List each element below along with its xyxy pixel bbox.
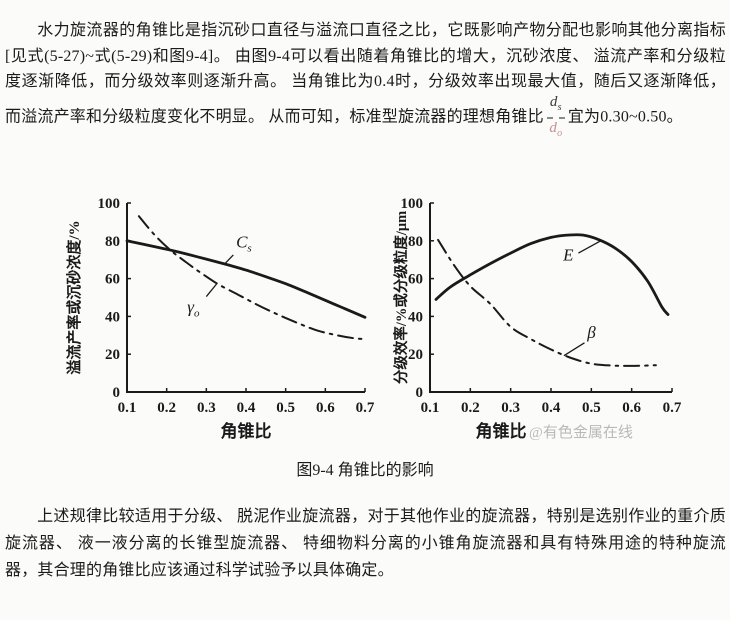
x-tick-label: 0.3 [501,400,520,416]
axis-lines [429,203,672,393]
series-label-leader-gamma_o [205,283,218,297]
series-line-gamma_o [137,215,366,341]
y-axis-label: 分级效率/%或分级粒度/μm [393,211,410,384]
chart-left-yield-concentration: 0.1 0.2 0.3 0.4 0.5 0.6 0.7 0 20 40 60 80 100 角锥比 溢流产率… [65,196,375,441]
x-tick-label: 0.5 [582,400,601,416]
series-line-E [434,233,670,316]
y-tick-label: 20 [408,347,423,363]
intro-text-after-fraction: 宜为0.30~0.50。 [567,108,683,126]
x-tick-label: 0.4 [542,400,561,416]
y-tick-label: 100 [98,196,121,212]
watermark-text: @有色金属在线 [529,424,633,441]
series-label-leader-E [578,239,602,254]
series-line-beta [437,238,657,367]
fraction-denominator: do [549,119,563,139]
y-tick-label: 60 [408,272,423,288]
x-tick-label: 0.6 [316,400,335,416]
series-label-beta: β [586,323,596,342]
x-tick-label: 0.1 [118,400,137,416]
figure-caption: 图9-4 角锥比的影响 [296,462,434,479]
x-axis-label: 角锥比 [221,421,272,441]
fraction-bar [546,116,565,119]
series-label-E: E [562,246,574,265]
fraction-numerator: ds [549,93,562,113]
series-label-leader-beta [563,342,585,357]
y-tick-label: 100 [401,196,424,212]
y-tick-label: 80 [408,234,423,250]
x-axis-label: 角锥比 [476,421,527,441]
y-tick-label: 80 [105,234,120,250]
x-tick-label: 0.5 [276,400,295,416]
series-label-leader-Cs [223,254,234,266]
x-tick-label: 0.2 [461,400,480,416]
y-tick-label: 20 [105,347,120,363]
intro-text-before-fraction: 水力旋流器的角锥比是指沉砂口直径与溢流口直径之比，它既影响产物分配也影响其他分离… [5,22,726,126]
series-line-Cs [125,239,367,319]
chart-right-efficiency-size: 0.1 0.2 0.3 0.4 0.5 0.6 0.7 0 20 40 60 80 100 角锥比 @有色金… [393,196,682,441]
series-label-Cs: Cs [236,232,252,254]
paragraph-intro: 水力旋流器的角锥比是指沉砂口直径与溢流口直径之比，它既影响产物分配也影响其他分离… [5,18,726,141]
x-tick-label: 0.3 [197,400,216,416]
y-tick-label: 40 [408,309,423,325]
y-tick-label: 60 [105,272,120,288]
y-tick-label: 0 [113,385,121,401]
y-axis-label: 溢流产率或沉砂浓度/% [65,220,83,374]
fraction-ds-do: ds do [546,93,565,141]
x-tick-label: 0.7 [663,400,682,416]
paragraph-conclusion: 上述规律比较适用于分级、 脱泥作业旋流器，对于其他作业的旋流器，特别是选别作业的… [5,508,726,579]
x-tick-label: 0.1 [421,400,440,416]
x-tick-label: 0.2 [157,400,176,416]
x-tick-label: 0.7 [356,400,375,416]
series-label-gamma_o: γo [187,298,200,320]
x-tick-label: 0.4 [237,400,256,416]
y-tick-label: 0 [416,385,424,401]
y-tick-label: 40 [105,309,120,325]
axis-lines [126,203,365,393]
x-tick-label: 0.6 [622,400,641,416]
